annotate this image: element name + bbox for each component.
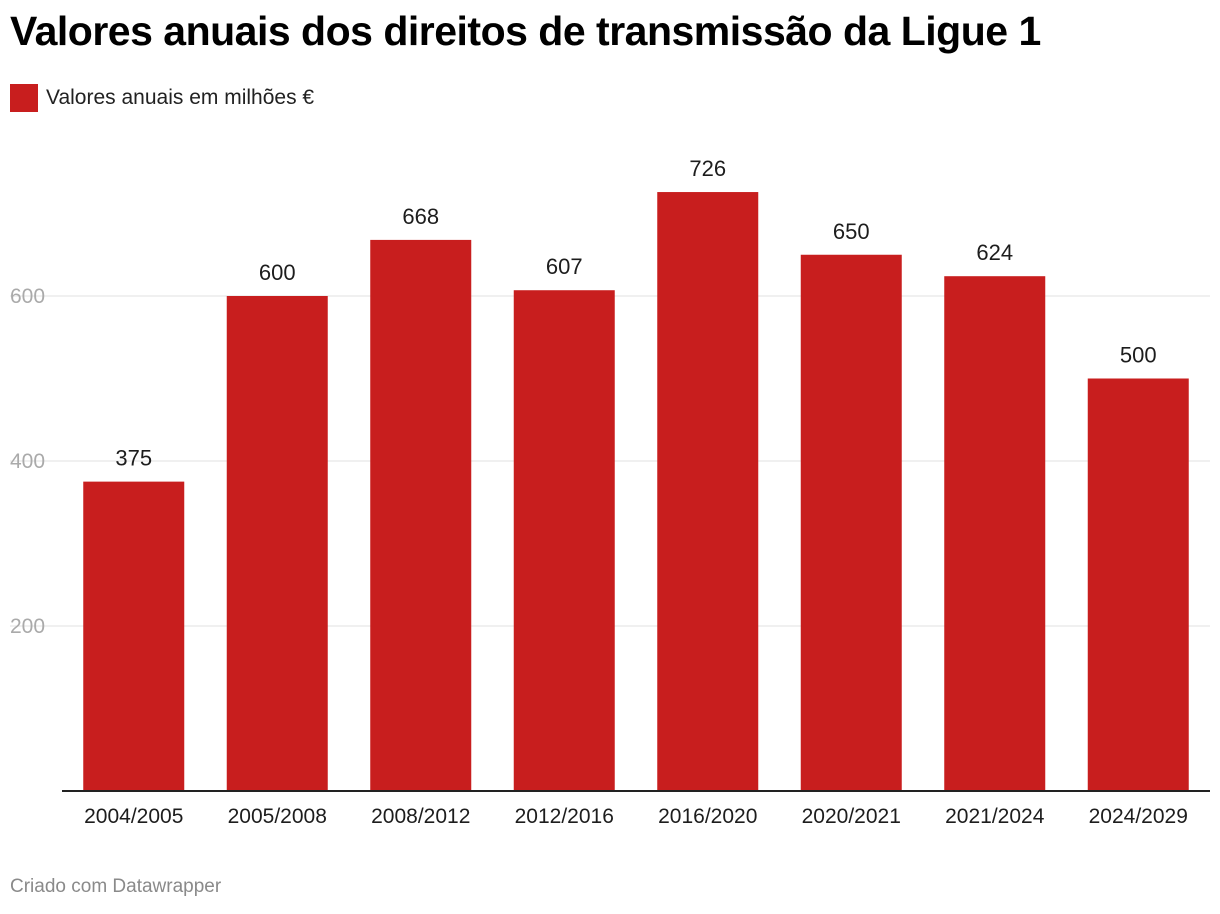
x-tick-label: 2008/2012 xyxy=(371,805,470,828)
bar xyxy=(944,276,1046,791)
bar-value-label: 624 xyxy=(976,240,1013,265)
data-labels: 375 600 668 607 726 650 624 500 xyxy=(115,156,1156,471)
legend-swatch xyxy=(10,84,38,112)
legend-label: Valores anuais em milhões € xyxy=(46,86,315,109)
x-tick-label: 2016/2020 xyxy=(658,805,757,828)
y-tick-label: 400 xyxy=(10,450,45,473)
bar-value-label: 500 xyxy=(1120,343,1157,368)
x-tick-label: 2020/2021 xyxy=(802,805,901,828)
bars xyxy=(83,192,1189,792)
bar xyxy=(513,290,615,791)
y-tick-label: 600 xyxy=(10,285,45,308)
x-tick-label: 2004/2005 xyxy=(84,805,183,828)
bar xyxy=(226,296,328,791)
bar xyxy=(370,239,472,791)
x-tick-label: 2012/2016 xyxy=(515,805,614,828)
bar-value-label: 607 xyxy=(546,254,583,279)
bar-chart: 375 600 668 607 726 650 624 500 200 400 600 2004/2… xyxy=(10,156,1210,828)
bar-value-label: 668 xyxy=(402,204,439,229)
footer-credit: Criado com Datawrapper xyxy=(10,876,222,897)
bar xyxy=(800,254,902,791)
y-tick-label: 200 xyxy=(10,615,45,638)
axes: 200 400 600 2004/2005 2005/2008 2008/2012 2012… xyxy=(10,285,1210,828)
bar xyxy=(1087,378,1189,791)
bar-value-label: 650 xyxy=(833,219,870,244)
x-tick-label: 2005/2008 xyxy=(228,805,327,828)
legend: Valores anuais em milhões € xyxy=(10,84,314,112)
x-tick-label: 2024/2029 xyxy=(1089,805,1188,828)
x-tick-label: 2021/2024 xyxy=(945,805,1045,828)
chart-title: Valores anuais dos direitos de transmiss… xyxy=(10,8,1041,54)
bar-value-label: 726 xyxy=(689,156,726,181)
bar-value-label: 375 xyxy=(115,446,152,471)
bar-value-label: 600 xyxy=(259,260,296,285)
bar xyxy=(657,192,759,792)
bar xyxy=(83,481,185,791)
